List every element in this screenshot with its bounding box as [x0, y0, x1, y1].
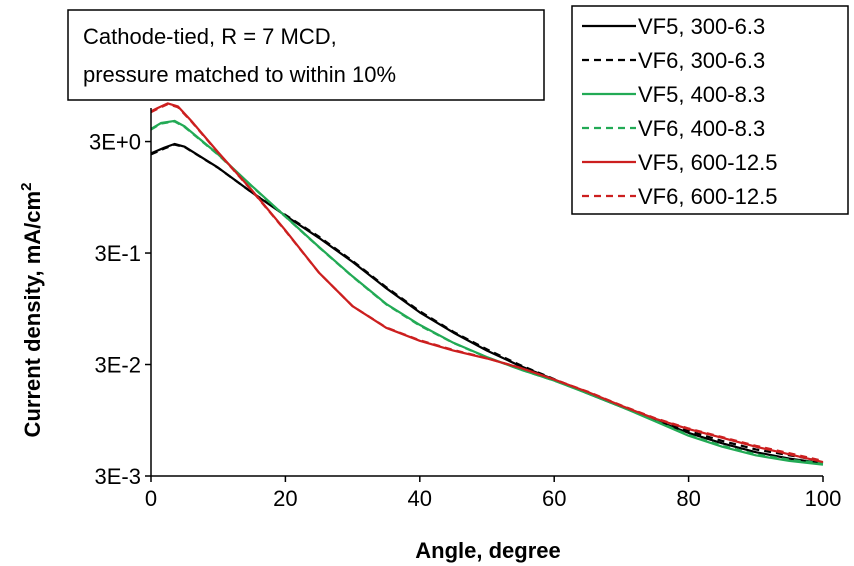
annotation-line-1: Cathode-tied, R = 7 MCD, — [83, 24, 337, 49]
y-tick-label: 3E-2 — [95, 353, 141, 378]
annotation-line-2: pressure matched to within 10% — [83, 62, 396, 87]
series-layer — [150, 102, 824, 466]
y-ticks: 3E-3 3E-2 3E-1 3E+0 — [89, 130, 151, 489]
series-line-2 — [150, 143, 824, 462]
series-line-4 — [150, 120, 824, 465]
x-tick-label: 0 — [145, 486, 157, 511]
y-tick-label: 3E+0 — [89, 130, 141, 155]
legend-box — [571, 5, 849, 215]
y-axis-title-main: Current density, mA/cm — [20, 191, 45, 438]
x-tick-label: 100 — [805, 486, 842, 511]
legend-label-1: VF5, 300-6.3 — [638, 14, 765, 39]
legend-label-2: VF6, 300-6.3 — [638, 48, 765, 73]
plot-area — [150, 102, 824, 466]
legend-label-6: VF6, 600-12.5 — [638, 184, 777, 209]
y-axis-title: Current density, mA/cm2 — [18, 183, 45, 438]
y-tick-label: 3E-1 — [95, 241, 141, 266]
annotation-box: Cathode-tied, R = 7 MCD, pressure matche… — [67, 9, 545, 101]
x-tick-label: 80 — [676, 486, 700, 511]
y-axis-title-sup: 2 — [18, 183, 35, 191]
legend: VF5, 300-6.3 VF6, 300-6.3 VF5, 400-8.3 VF6,… — [571, 5, 849, 215]
x-tick-label: 60 — [542, 486, 566, 511]
y-tick-label: 3E-3 — [95, 464, 141, 489]
x-tick-label: 20 — [273, 486, 297, 511]
x-axis-title: Angle, degree — [415, 538, 560, 563]
legend-label-4: VF6, 400-8.3 — [638, 116, 765, 141]
legend-items: VF5, 300-6.3 VF6, 300-6.3 VF5, 400-8.3 VF6,… — [582, 14, 777, 209]
legend-label-5: VF5, 600-12.5 — [638, 150, 777, 175]
x-tick-label: 40 — [408, 486, 432, 511]
legend-label-3: VF5, 400-8.3 — [638, 82, 765, 107]
series-line-6 — [150, 103, 824, 462]
x-ticks: 0 20 40 60 80 100 — [145, 476, 841, 511]
